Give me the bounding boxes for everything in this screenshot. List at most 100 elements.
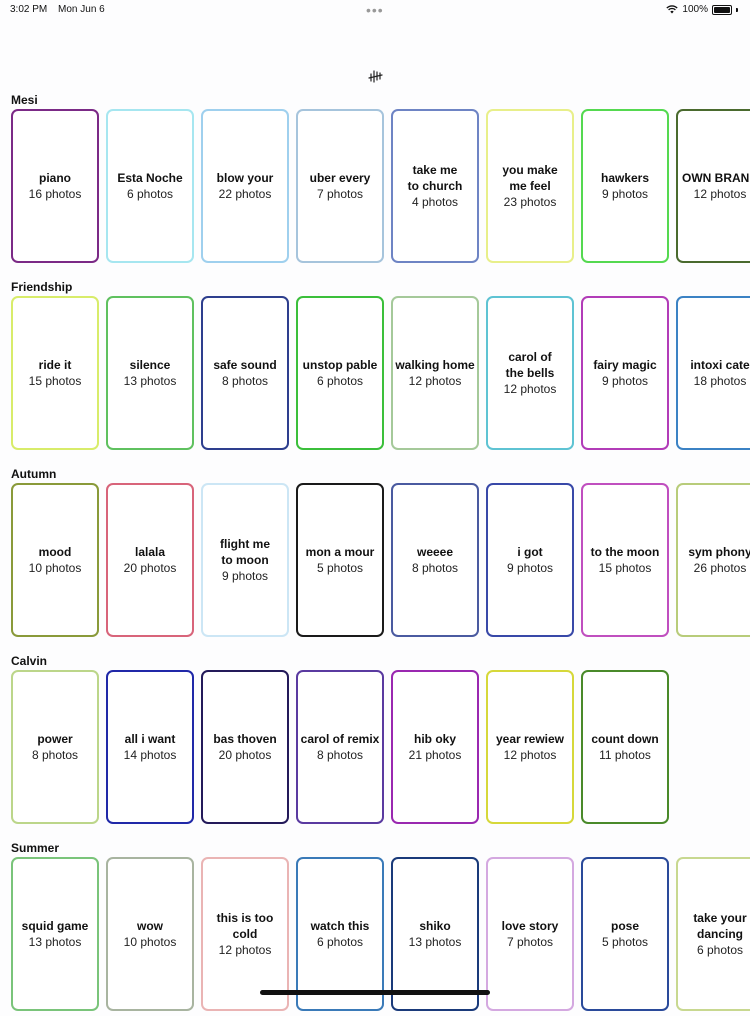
album-card[interactable]: blow your 22 photos: [201, 109, 289, 263]
album-card[interactable]: Esta Noche 6 photos: [106, 109, 194, 263]
album-card[interactable]: uber every 7 photos: [296, 109, 384, 263]
album-card-photo-count: 15 photos: [598, 561, 652, 575]
album-card-title: weeee: [416, 545, 454, 559]
album-card[interactable]: intoxi cate 18 photos: [676, 296, 750, 450]
album-card[interactable]: flight me to moon 9 photos: [201, 483, 289, 637]
album-card[interactable]: silence 13 photos: [106, 296, 194, 450]
album-card-photo-count: 6 photos: [316, 935, 364, 949]
section-title: Calvin: [11, 654, 48, 668]
album-card-photo-count: 7 photos: [506, 935, 554, 949]
album-card-row[interactable]: squid game 13 photos wow 10 photos this is t…: [11, 857, 750, 1011]
album-card[interactable]: pose 5 photos: [581, 857, 669, 1011]
album-card-title: lalala: [134, 545, 166, 559]
status-left: 3:02 PM Mon Jun 6: [10, 4, 113, 15]
album-card[interactable]: mon a mour 5 photos: [296, 483, 384, 637]
album-card-photo-count: 14 photos: [123, 748, 177, 762]
album-card-title: blow your: [216, 171, 274, 185]
album-card-title: carol of the bells: [505, 350, 555, 380]
multitasking-dots-icon[interactable]: •••: [366, 2, 384, 18]
album-card-photo-count: 6 photos: [316, 374, 364, 388]
album-card-photo-count: 15 photos: [28, 374, 82, 388]
album-card-title: i got: [517, 545, 543, 559]
album-card[interactable]: sym phony 26 photos: [676, 483, 750, 637]
battery-percent: 100%: [682, 4, 708, 15]
album-card[interactable]: hawkers 9 photos: [581, 109, 669, 263]
album-card[interactable]: wow 10 photos: [106, 857, 194, 1011]
album-card-title: mood: [38, 545, 72, 559]
section-title: Mesi: [11, 93, 38, 107]
album-card[interactable]: weeee 8 photos: [391, 483, 479, 637]
album-card-row[interactable]: power 8 photos all i want 14 photos bas thov…: [11, 670, 750, 824]
album-card-photo-count: 8 photos: [31, 748, 79, 762]
album-card-row[interactable]: piano 16 photos Esta Noche 6 photos blow you…: [11, 109, 750, 263]
album-card[interactable]: you make me feel 23 photos: [486, 109, 574, 263]
album-card-photo-count: 16 photos: [28, 187, 82, 201]
album-card[interactable]: bas thoven 20 photos: [201, 670, 289, 824]
album-card[interactable]: take your dancing 6 photos: [676, 857, 750, 1011]
album-card[interactable]: carol of the bells 12 photos: [486, 296, 574, 450]
battery-icon: [712, 4, 732, 15]
album-card[interactable]: love story 7 photos: [486, 857, 574, 1011]
album-card-photo-count: 22 photos: [218, 187, 272, 201]
album-card[interactable]: safe sound 8 photos: [201, 296, 289, 450]
album-card[interactable]: shiko 13 photos: [391, 857, 479, 1011]
album-card-title: flight me to moon: [220, 537, 270, 567]
album-card[interactable]: hib oky 21 photos: [391, 670, 479, 824]
album-card[interactable]: watch this 6 photos: [296, 857, 384, 1011]
album-card-photo-count: 20 photos: [218, 748, 272, 762]
album-card[interactable]: lalala 20 photos: [106, 483, 194, 637]
album-card-row[interactable]: ride it 15 photos silence 13 photos safe sou…: [11, 296, 750, 450]
album-card-photo-count: 9 photos: [601, 374, 649, 388]
album-card-photo-count: 13 photos: [28, 935, 82, 949]
album-card-title: silence: [129, 358, 171, 372]
album-card[interactable]: power 8 photos: [11, 670, 99, 824]
album-card[interactable]: take me to church 4 photos: [391, 109, 479, 263]
sparkle-grid-icon[interactable]: [368, 68, 384, 84]
album-card[interactable]: count down 11 photos: [581, 670, 669, 824]
album-card-photo-count: 12 photos: [503, 748, 557, 762]
album-card-title: Esta Noche: [117, 171, 183, 185]
album-card-title: shiko: [419, 919, 451, 933]
album-card[interactable]: OWN BRAND 12 photos: [676, 109, 750, 263]
album-card-photo-count: 4 photos: [411, 195, 459, 209]
album-card-title: piano: [39, 171, 71, 185]
album-card[interactable]: walking home 12 photos: [391, 296, 479, 450]
album-card[interactable]: mood 10 photos: [11, 483, 99, 637]
status-time: 3:02 PM: [10, 4, 48, 15]
album-card[interactable]: this is too cold 12 photos: [201, 857, 289, 1011]
album-card-photo-count: 9 photos: [506, 561, 554, 575]
album-card-photo-count: 13 photos: [408, 935, 462, 949]
album-card-title: all i want: [124, 732, 176, 746]
album-card-title: this is too cold: [216, 911, 274, 941]
album-card-photo-count: 9 photos: [601, 187, 649, 201]
album-card-title: walking home: [395, 358, 475, 372]
home-indicator[interactable]: [260, 990, 490, 995]
album-card[interactable]: year rewiew 12 photos: [486, 670, 574, 824]
album-card-photo-count: 9 photos: [221, 569, 269, 583]
album-card-title: year rewiew: [495, 732, 565, 746]
album-card[interactable]: fairy magic 9 photos: [581, 296, 669, 450]
album-card-photo-count: 10 photos: [123, 935, 177, 949]
album-section: Friendship ride it 15 photos silence 13 phot…: [0, 280, 750, 455]
album-card[interactable]: unstop pable 6 photos: [296, 296, 384, 450]
album-card[interactable]: carol of remix 8 photos: [296, 670, 384, 824]
album-card-photo-count: 12 photos: [693, 187, 747, 201]
album-card[interactable]: to the moon 15 photos: [581, 483, 669, 637]
album-card[interactable]: squid game 13 photos: [11, 857, 99, 1011]
album-card-title: bas thoven: [213, 732, 277, 746]
album-card-title: OWN BRAND: [682, 171, 750, 185]
album-section: Autumn mood 10 photos lalala 20 photos flight…: [0, 467, 750, 642]
album-card-photo-count: 12 photos: [408, 374, 462, 388]
album-card[interactable]: i got 9 photos: [486, 483, 574, 637]
status-bar: 3:02 PM Mon Jun 6 ••• 100%: [0, 0, 750, 20]
album-card-row[interactable]: mood 10 photos lalala 20 photos flight me to…: [11, 483, 750, 637]
album-card-photo-count: 6 photos: [126, 187, 174, 201]
album-card-title: count down: [591, 732, 659, 746]
album-card[interactable]: ride it 15 photos: [11, 296, 99, 450]
album-section: Calvin power 8 photos all i want 14 photos ba…: [0, 654, 750, 829]
album-card-title: take your dancing: [693, 911, 747, 941]
album-card-title: safe sound: [213, 358, 277, 372]
album-card[interactable]: piano 16 photos: [11, 109, 99, 263]
album-card-title: intoxi cate: [690, 358, 750, 372]
album-card[interactable]: all i want 14 photos: [106, 670, 194, 824]
